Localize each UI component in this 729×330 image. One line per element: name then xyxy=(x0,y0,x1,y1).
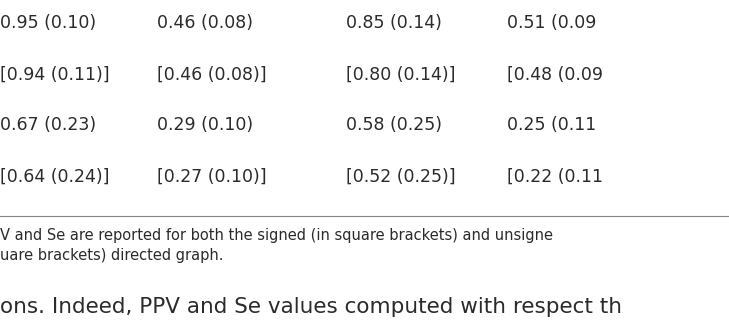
Text: 0.29 (0.10): 0.29 (0.10) xyxy=(157,116,253,134)
Text: [0.48 (0.09: [0.48 (0.09 xyxy=(507,65,603,83)
Text: 0.51 (0.09: 0.51 (0.09 xyxy=(507,14,596,32)
Text: 0.25 (0.11: 0.25 (0.11 xyxy=(507,116,596,134)
Text: [0.22 (0.11: [0.22 (0.11 xyxy=(507,168,603,185)
Text: ons. Indeed, PPV and Se values computed with respect th: ons. Indeed, PPV and Se values computed … xyxy=(0,297,622,317)
Text: [0.94 (0.11)]: [0.94 (0.11)] xyxy=(0,65,109,83)
Text: [0.80 (0.14)]: [0.80 (0.14)] xyxy=(346,65,456,83)
Text: 0.58 (0.25): 0.58 (0.25) xyxy=(346,116,443,134)
Text: [0.27 (0.10)]: [0.27 (0.10)] xyxy=(157,168,266,185)
Text: V and Se are reported for both the signed (in square brackets) and unsigne: V and Se are reported for both the signe… xyxy=(0,228,553,244)
Text: [0.64 (0.24)]: [0.64 (0.24)] xyxy=(0,168,109,185)
Text: 0.67 (0.23): 0.67 (0.23) xyxy=(0,116,96,134)
Text: [0.52 (0.25)]: [0.52 (0.25)] xyxy=(346,168,456,185)
Text: 0.85 (0.14): 0.85 (0.14) xyxy=(346,14,443,32)
Text: [0.46 (0.08)]: [0.46 (0.08)] xyxy=(157,65,266,83)
Text: 0.46 (0.08): 0.46 (0.08) xyxy=(157,14,253,32)
Text: uare brackets) directed graph.: uare brackets) directed graph. xyxy=(0,248,224,263)
Text: 0.95 (0.10): 0.95 (0.10) xyxy=(0,14,96,32)
